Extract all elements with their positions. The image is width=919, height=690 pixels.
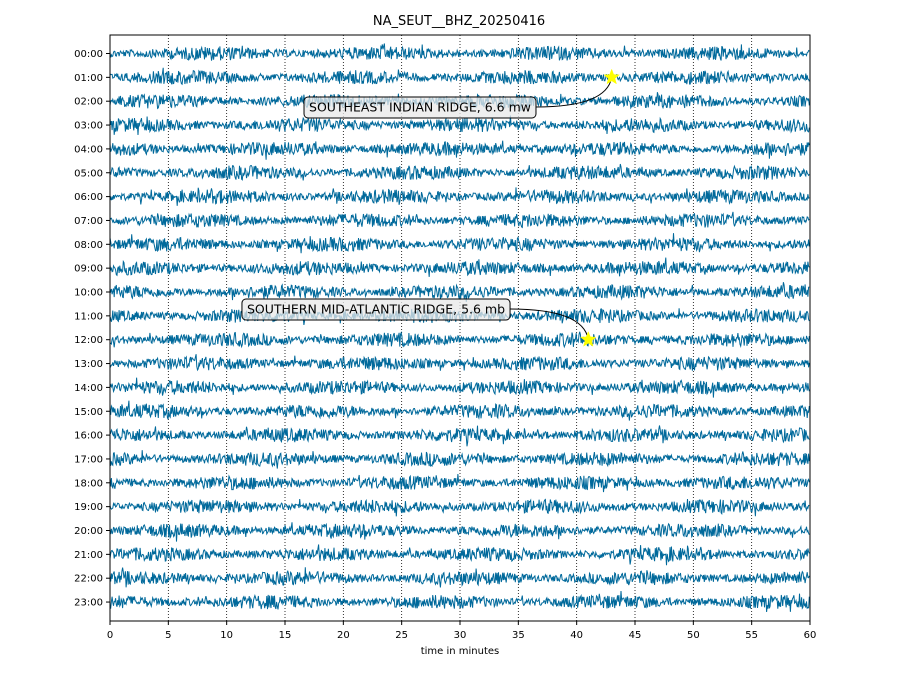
x-tick-label: 55 bbox=[745, 630, 758, 641]
trace-1700 bbox=[109, 450, 810, 469]
y-axis: 00:00 01:00 02:00 03:00 04:00 05:00 06:00 07:00… bbox=[74, 49, 110, 609]
trace-0300 bbox=[109, 115, 810, 136]
x-axis-label: time in minutes bbox=[421, 646, 500, 657]
event-label: SOUTHEAST INDIAN RIDGE, 6.6 mw bbox=[309, 100, 531, 115]
y-tick-label: 13:00 bbox=[74, 359, 103, 370]
event-label: SOUTHERN MID-ATLANTIC RIDGE, 5.6 mb bbox=[247, 302, 505, 317]
x-tick-label: 45 bbox=[629, 630, 642, 641]
event-star-marker bbox=[580, 331, 597, 347]
trace-0400 bbox=[109, 140, 810, 160]
y-tick-label: 08:00 bbox=[74, 240, 103, 251]
y-tick-label: 07:00 bbox=[74, 216, 103, 227]
y-tick-label: 15:00 bbox=[74, 407, 103, 418]
event-connector bbox=[535, 77, 613, 108]
trace-1800 bbox=[109, 473, 810, 493]
y-tick-label: 18:00 bbox=[74, 478, 103, 489]
trace-1600 bbox=[109, 425, 810, 447]
y-tick-label: 16:00 bbox=[74, 431, 103, 442]
trace-0600 bbox=[109, 187, 810, 206]
y-tick-label: 02:00 bbox=[74, 97, 103, 108]
x-tick-label: 60 bbox=[804, 630, 817, 641]
x-axis: 0 5 10 15 20 25 30 35 40 45 50 55 60 bbox=[107, 621, 817, 641]
y-tick-label: 23:00 bbox=[74, 598, 103, 609]
x-tick-label: 50 bbox=[687, 630, 700, 641]
trace-0100 bbox=[109, 67, 810, 86]
y-tick-label: 12:00 bbox=[74, 335, 103, 346]
trace-0800 bbox=[109, 233, 810, 254]
trace-1900 bbox=[109, 498, 810, 517]
event-connector bbox=[510, 308, 589, 340]
y-tick-label: 05:00 bbox=[74, 168, 103, 179]
event-annotations: SOUTHEAST INDIAN RIDGE, 6.6 mw SOUTHERN M… bbox=[241, 68, 620, 347]
event-annotation: SOUTHEAST INDIAN RIDGE, 6.6 mw bbox=[303, 68, 620, 119]
y-tick-label: 06:00 bbox=[74, 192, 103, 203]
x-tick-label: 25 bbox=[395, 630, 408, 641]
trace-2200 bbox=[109, 567, 810, 588]
y-tick-label: 17:00 bbox=[74, 454, 103, 465]
chart-title: NA_SEUT__BHZ_20250416 bbox=[373, 14, 545, 29]
trace-rows bbox=[109, 43, 810, 613]
event-star-marker bbox=[603, 68, 620, 85]
y-tick-label: 00:00 bbox=[74, 49, 103, 60]
y-tick-label: 22:00 bbox=[74, 574, 103, 585]
trace-1500 bbox=[109, 400, 810, 421]
x-tick-label: 30 bbox=[454, 630, 467, 641]
y-tick-label: 21:00 bbox=[74, 550, 103, 561]
trace-2300 bbox=[109, 590, 810, 613]
trace-1200 bbox=[109, 330, 810, 349]
x-tick-label: 15 bbox=[279, 630, 292, 641]
y-tick-label: 03:00 bbox=[74, 121, 103, 132]
trace-0000 bbox=[109, 43, 810, 61]
y-tick-label: 20:00 bbox=[74, 526, 103, 537]
trace-1000 bbox=[109, 282, 810, 302]
trace-0700 bbox=[109, 211, 810, 229]
trace-1400 bbox=[109, 377, 810, 398]
y-tick-label: 01:00 bbox=[74, 73, 103, 84]
x-tick-label: 35 bbox=[512, 630, 525, 641]
y-tick-label: 14:00 bbox=[74, 383, 103, 394]
y-tick-label: 09:00 bbox=[74, 264, 103, 275]
x-tick-label: 5 bbox=[165, 630, 171, 641]
y-tick-label: 11:00 bbox=[74, 311, 103, 322]
x-tick-label: 10 bbox=[220, 630, 233, 641]
trace-2000 bbox=[109, 522, 810, 542]
y-tick-label: 04:00 bbox=[74, 144, 103, 155]
x-tick-label: 40 bbox=[570, 630, 583, 641]
trace-1300 bbox=[109, 354, 810, 372]
trace-0500 bbox=[109, 163, 810, 181]
y-tick-label: 10:00 bbox=[74, 288, 103, 299]
x-tick-label: 0 bbox=[107, 630, 113, 641]
trace-2100 bbox=[109, 544, 810, 566]
x-tick-label: 20 bbox=[337, 630, 350, 641]
y-tick-label: 19:00 bbox=[74, 502, 103, 513]
event-annotation: SOUTHERN MID-ATLANTIC RIDGE, 5.6 mb bbox=[241, 298, 597, 347]
trace-0900 bbox=[109, 257, 810, 277]
